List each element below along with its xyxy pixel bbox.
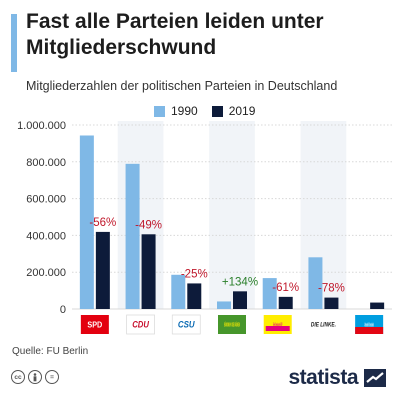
title-accent-bar <box>11 14 17 72</box>
chart-subtitle: Mitgliederzahlen der politischen Parteie… <box>26 79 338 93</box>
change-label: -78% <box>318 283 345 295</box>
change-label: -49% <box>135 219 162 231</box>
bar-1990 <box>308 257 323 309</box>
y-tick-label: 1.000.000 <box>17 120 66 132</box>
legend-label-1990: 1990 <box>171 104 198 118</box>
bar-2019 <box>278 296 293 309</box>
bar-2019 <box>187 283 202 309</box>
legend-swatch-1990 <box>154 105 165 117</box>
bar-2019 <box>324 297 339 309</box>
party-logo-text: CDU <box>132 320 149 330</box>
license-icons: cc = <box>11 370 62 384</box>
legend-item-2019: 2019 <box>211 104 256 118</box>
party-logo-2 <box>171 314 201 335</box>
y-tick-label: 0 <box>60 304 66 316</box>
brand-wordmark: statista <box>288 366 358 389</box>
column-shade <box>117 121 164 309</box>
bar-1990 <box>171 274 186 309</box>
y-tick-label: 800.000 <box>26 157 66 169</box>
y-tick-label: 200.000 <box>26 267 66 279</box>
legend: 1990 2019 <box>154 104 269 118</box>
change-label: -61% <box>272 282 299 294</box>
bar-1990 <box>79 135 94 309</box>
afd-logo-band <box>355 327 384 334</box>
bar-1990 <box>125 163 140 309</box>
change-label: +134% <box>222 276 258 288</box>
party-logo-text: Alternative für Deutschland <box>364 322 373 328</box>
party-logo-text: SPD <box>87 320 102 329</box>
bar-1990 <box>262 278 277 309</box>
statista-mark-icon <box>364 369 386 387</box>
legend-swatch-2019 <box>211 105 223 117</box>
bar-2019 <box>95 231 110 309</box>
source-note: Quelle: FU Berlin <box>12 346 89 357</box>
chart-title: Fast alle Parteien leiden unter Mitglied… <box>26 10 324 59</box>
party-logo-1 <box>126 314 155 335</box>
party-logo-3 <box>218 315 246 334</box>
y-tick-label: 400.000 <box>26 230 66 242</box>
party-logo-text: Freie Demokraten FDP <box>273 322 282 328</box>
party-logo-0 <box>80 315 109 334</box>
y-tick-label: 600.000 <box>26 194 66 206</box>
bar-2019 <box>233 291 247 309</box>
bar-2019 <box>141 234 156 309</box>
bar-2019 <box>370 302 385 309</box>
party-logo-text: CSU <box>178 320 195 330</box>
statista-logo: statista <box>288 366 386 390</box>
legend-item-1990: 1990 <box>154 104 198 118</box>
legend-label-2019: 2019 <box>228 104 256 118</box>
column-shade <box>300 121 347 309</box>
bar-chart: 0 200.000 400.000 600.000 800.000 1.000.000 -5… <box>17 120 392 335</box>
no-derivatives-icon: = <box>45 370 59 384</box>
party-logo-text: BÜNDNIS 90 DIE GRÜNEN <box>224 321 240 328</box>
column-shade <box>209 121 255 309</box>
party-logo-5 <box>309 315 338 334</box>
fdp-logo-band <box>265 326 290 331</box>
cc-icon: cc <box>11 370 25 384</box>
change-label: -56% <box>89 217 116 229</box>
change-label: -25% <box>181 268 208 280</box>
bar-1990 <box>217 301 231 309</box>
party-logo-text: DIE LINKE. <box>311 323 336 329</box>
attribution-icon <box>28 370 42 384</box>
